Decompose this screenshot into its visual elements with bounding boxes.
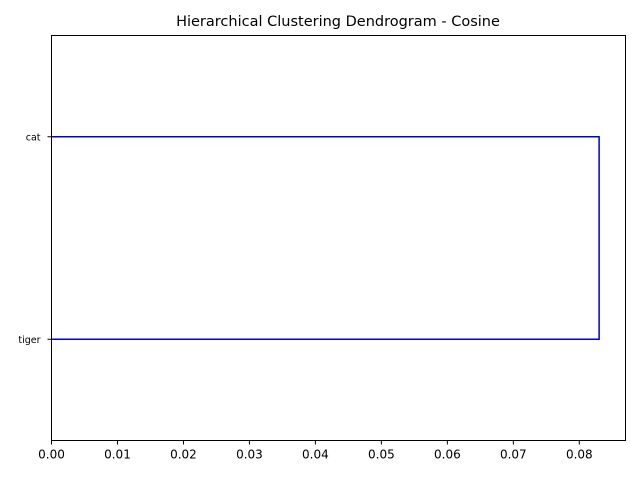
x-tick-label: 0.06	[434, 448, 461, 462]
leaf-label: cat	[26, 132, 41, 143]
dendrogram-link	[51, 136, 600, 340]
chart-title: Hierarchical Clustering Dendrogram - Cos…	[176, 14, 500, 30]
x-tick-label: 0.00	[38, 448, 65, 462]
x-tick-label: 0.01	[104, 448, 131, 462]
leaf-label: tiger	[18, 335, 40, 346]
x-tick-label: 0.08	[566, 448, 593, 462]
x-tick-label: 0.05	[368, 448, 395, 462]
x-tick-label: 0.07	[500, 448, 527, 462]
plot-area: 0.00 0.01 0.02 0.03 0.04 0.05 0.06 0.07 0.08 cat t…	[18, 132, 600, 462]
x-tick-label: 0.04	[302, 448, 329, 462]
axes-frame	[51, 35, 626, 441]
x-tick-label: 0.02	[170, 448, 197, 462]
x-tick-label: 0.03	[236, 448, 263, 462]
